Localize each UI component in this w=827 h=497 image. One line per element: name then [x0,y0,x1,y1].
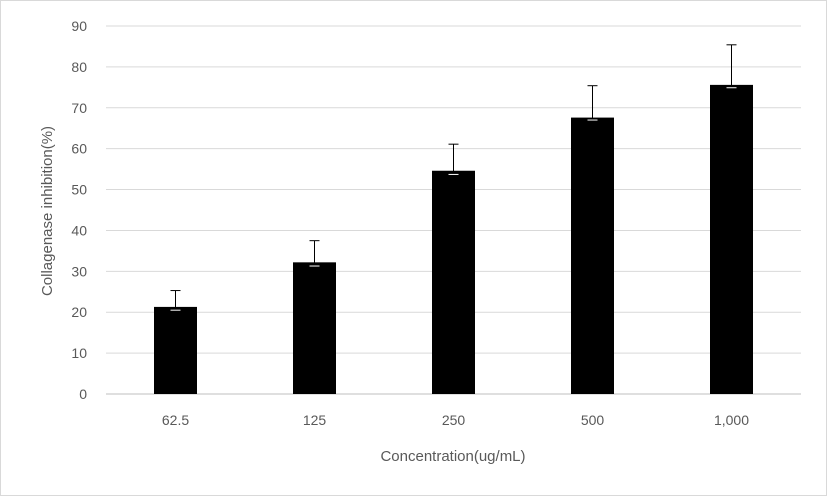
y-tick-label: 60 [71,141,87,157]
bar [710,84,753,394]
error-bar [170,290,181,311]
x-tick-label: 250 [442,412,466,428]
y-tick-label: 20 [71,304,87,320]
x-axis-title: Concentration(ug/mL) [380,448,525,465]
error-bar [726,44,737,89]
bar [571,117,614,394]
error-bar [448,143,459,175]
y-axis-title: Collagenase inhibition(%) [39,126,56,296]
x-tick-label: 1,000 [714,412,749,428]
bar [154,306,197,394]
y-tick-label: 10 [71,345,87,361]
y-tick-labels: 0 10 20 30 40 50 60 70 80 90 [71,18,87,402]
error-bars [170,44,737,311]
x-tick-label: 62.5 [162,412,189,428]
y-tick-label: 40 [71,222,87,238]
error-bar [309,240,320,267]
y-tick-label: 90 [71,18,87,34]
y-tick-label: 80 [71,59,87,75]
bar [293,262,336,394]
error-bar [587,85,598,121]
x-tick-label: 500 [581,412,605,428]
y-tick-label: 70 [71,100,87,116]
bars [154,84,753,394]
y-tick-label: 30 [71,263,87,279]
y-tick-label: 0 [79,386,87,402]
y-tick-label: 50 [71,182,87,198]
x-tick-label: 125 [303,412,327,428]
x-tick-labels: 62.5 125 250 500 1,000 [162,412,749,428]
bar [432,170,475,394]
